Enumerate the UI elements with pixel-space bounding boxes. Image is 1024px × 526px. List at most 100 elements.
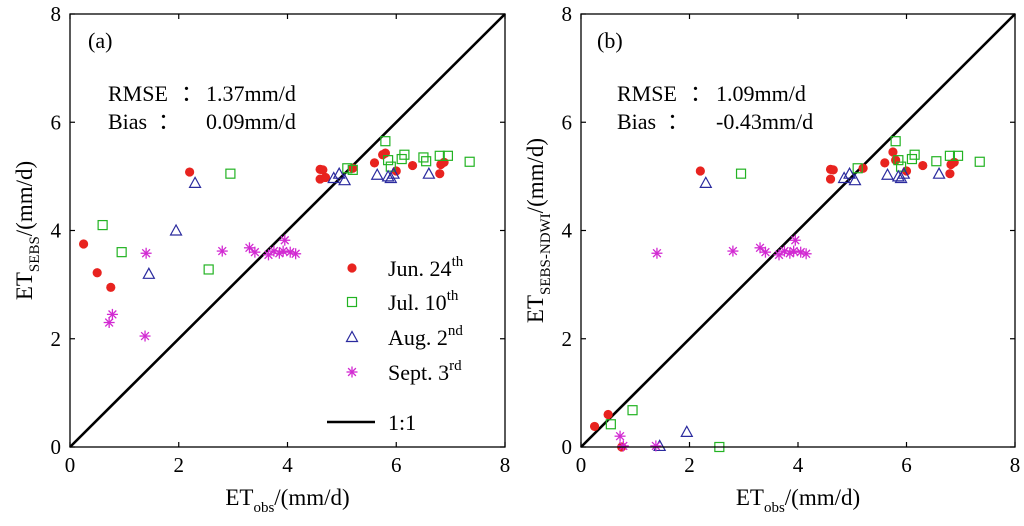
data-point	[589, 421, 600, 432]
data-point	[651, 247, 663, 259]
data-point	[249, 246, 261, 258]
legend-label: Jun. 24th	[388, 254, 464, 281]
data-point	[92, 268, 102, 278]
x-tick-label: 2	[684, 453, 695, 477]
series-star	[103, 234, 302, 342]
data-point	[605, 419, 616, 430]
annotation-separator: ：	[667, 109, 689, 134]
annotation-label: RMSE	[108, 81, 168, 106]
y-tick-label: 4	[562, 219, 573, 243]
data-point	[203, 264, 214, 275]
one-to-one-line	[580, 13, 1016, 448]
data-point	[320, 172, 331, 183]
data-point	[421, 156, 432, 167]
data-point	[185, 167, 195, 177]
y-tick-label: 8	[51, 2, 62, 26]
y-tick-label: 6	[562, 110, 573, 134]
data-point	[327, 171, 341, 184]
data-point	[891, 169, 905, 182]
legend-label: Jul. 10th	[388, 288, 459, 315]
data-point	[290, 248, 302, 260]
data-point	[435, 169, 445, 179]
data-point	[614, 430, 626, 442]
annotation-value: 0.09mm/d	[206, 109, 296, 134]
annotation-separator: ：	[181, 81, 203, 106]
data-point	[650, 440, 662, 452]
legend-label: 1:1	[388, 410, 416, 435]
y-axis-title: ETSEBS/(mm/d)	[12, 161, 43, 300]
data-point	[895, 161, 907, 172]
panel-label: (b)	[597, 28, 623, 53]
data-point	[370, 168, 384, 180]
legend-marker	[347, 263, 357, 273]
legend-marker	[346, 366, 358, 378]
series-triangle	[653, 166, 946, 452]
data-point	[788, 245, 800, 257]
data-point	[277, 245, 289, 257]
panel-a: 0 2 4 6 8 0 2 4 6 8 ETobs/(mm/d) ETSEBS/(mm/d) (a) RM…	[12, 2, 510, 516]
y-axis-title: ETSEBS-NDWI/(mm/d)	[523, 138, 554, 323]
data-point	[627, 405, 638, 416]
data-point	[382, 155, 394, 166]
series-dot	[589, 147, 959, 452]
data-point	[381, 169, 395, 182]
data-point	[369, 158, 380, 168]
data-point	[909, 149, 920, 160]
data-point	[142, 267, 156, 279]
panel-label: (a)	[88, 28, 112, 53]
data-point	[735, 168, 747, 179]
data-point	[828, 165, 838, 175]
y-tick-label: 8	[562, 2, 573, 26]
data-point	[843, 166, 857, 179]
data-point	[380, 136, 391, 147]
x-tick-label: 0	[65, 453, 76, 477]
data-point	[347, 164, 358, 175]
series-star	[614, 234, 812, 452]
data-point	[106, 308, 118, 320]
series-dot	[78, 148, 449, 292]
data-point	[974, 156, 985, 167]
data-point	[880, 158, 890, 168]
series-square	[605, 136, 985, 453]
annotation-label: Bias	[617, 109, 656, 134]
data-point	[418, 152, 429, 163]
data-point	[754, 242, 766, 254]
data-point	[837, 171, 851, 184]
x-tick-label: 8	[500, 453, 511, 477]
data-point	[858, 163, 868, 173]
data-point	[893, 155, 904, 166]
y-tick-label: 4	[51, 219, 62, 243]
data-point	[434, 150, 445, 161]
data-point	[778, 245, 790, 257]
data-point	[464, 156, 475, 167]
data-point	[385, 161, 396, 172]
x-tick-label: 6	[901, 453, 912, 477]
y-tick-label: 0	[51, 435, 62, 459]
data-point	[852, 163, 863, 174]
data-point	[759, 246, 771, 258]
x-axis-title: ETobs/(mm/d)	[225, 485, 349, 516]
x-tick-label: 0	[576, 453, 587, 477]
annotation-value: -0.43mm/d	[716, 109, 813, 134]
data-point	[932, 166, 946, 179]
series-square	[97, 136, 475, 275]
legend-marker	[346, 296, 358, 308]
data-point	[789, 234, 801, 246]
data-point	[103, 317, 115, 329]
legend: Jun. 24th Jul. 10th Aug. 2nd Sept. 3rd 1:1	[327, 254, 464, 435]
data-point	[931, 156, 942, 167]
data-point	[338, 173, 352, 186]
data-point	[945, 169, 955, 179]
data-point	[800, 248, 812, 260]
panel-b: 0 2 4 6 8 0 2 4 6 8 ETobs/(mm/d) ETSEBS-NDWI/(mm/d)…	[523, 2, 1020, 516]
data-point	[848, 173, 862, 186]
data-point	[952, 150, 964, 161]
data-point	[890, 136, 901, 147]
data-point	[116, 247, 127, 258]
y-tick-label: 2	[51, 327, 62, 351]
data-point	[617, 440, 629, 452]
data-point	[888, 147, 898, 157]
data-point	[897, 166, 911, 179]
legend-marker	[345, 330, 359, 343]
